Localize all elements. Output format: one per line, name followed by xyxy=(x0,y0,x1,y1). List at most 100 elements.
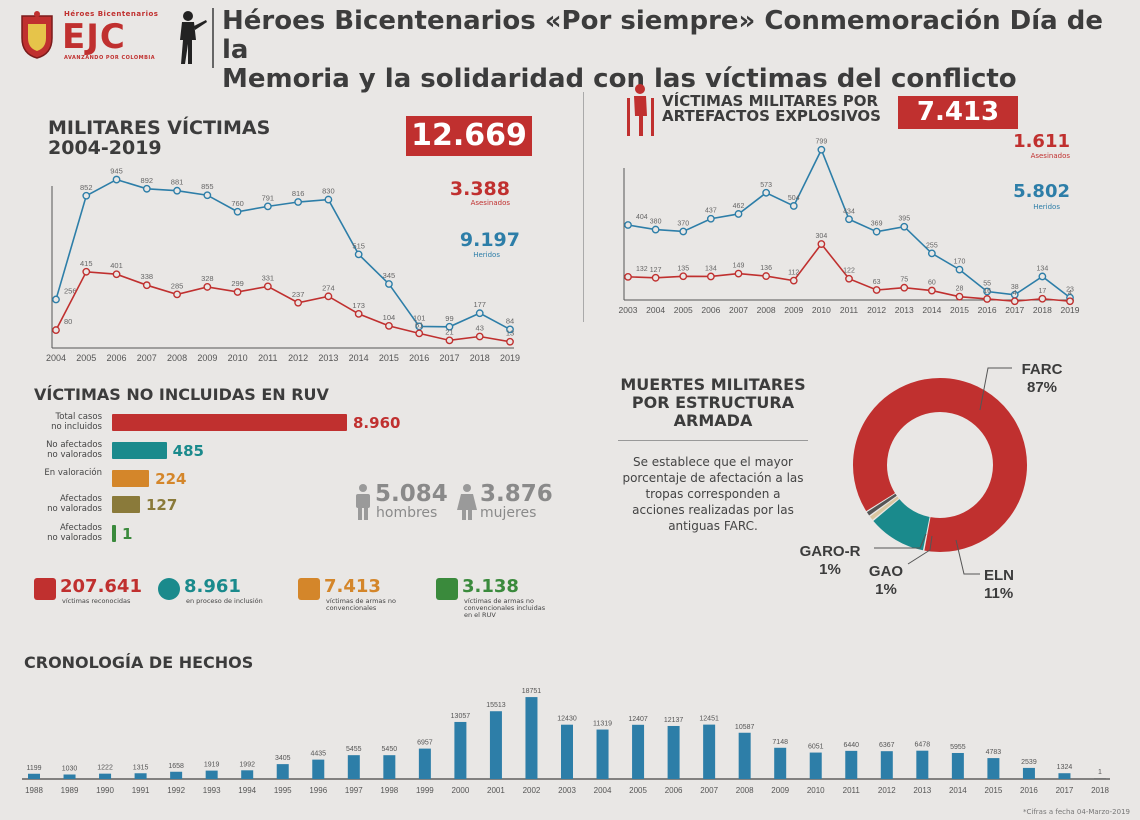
data-point xyxy=(734,210,743,218)
data-label: 369 xyxy=(871,221,883,228)
mujeres-label: mujeres xyxy=(480,505,537,521)
bar-value-label: 6440 xyxy=(843,742,859,749)
header-divider xyxy=(212,8,214,68)
bar-value-label: 1 xyxy=(1098,769,1102,776)
data-point xyxy=(475,332,484,341)
bar xyxy=(845,750,858,779)
soldier-icon xyxy=(180,11,207,64)
militares-title-line1: MILITARES VÍCTIMAS xyxy=(48,117,271,139)
donut-percent-label: 1% xyxy=(819,561,841,578)
page-title: Héroes Bicentenarios «Por siempre» Conme… xyxy=(222,7,1122,94)
x-tick-label: 1994 xyxy=(238,786,256,795)
bar xyxy=(916,750,929,779)
bar-value-label: 15513 xyxy=(486,702,506,709)
data-point xyxy=(817,240,826,248)
data-label: 370 xyxy=(677,220,689,227)
bar-value-label: 1030 xyxy=(62,766,78,773)
x-tick-label: 2008 xyxy=(167,353,187,363)
data-label: 17 xyxy=(1038,288,1046,295)
donut-percent-label: 1% xyxy=(875,581,897,598)
data-point xyxy=(900,222,909,231)
ruv-bar xyxy=(112,414,347,431)
footer-stat-label-line: víctimas de armas no xyxy=(464,597,534,605)
data-label: 830 xyxy=(322,187,335,196)
militares-asesinados-label: Asesinados xyxy=(470,199,510,207)
data-point xyxy=(872,286,881,294)
x-tick-label: 2005 xyxy=(674,305,693,315)
bar-value-label: 12451 xyxy=(699,716,719,723)
x-tick-label: 2003 xyxy=(558,786,576,795)
bar-value-label: 1222 xyxy=(97,765,113,772)
data-label: 122 xyxy=(843,268,855,275)
x-tick-label: 2009 xyxy=(771,786,789,795)
x-tick-label: 2015 xyxy=(950,305,969,315)
data-point xyxy=(112,270,121,279)
cronologia-note: *Cifras a fecha 04-Marzo-2019 xyxy=(1023,808,1130,816)
bar xyxy=(63,774,76,779)
x-tick-label: 2004 xyxy=(46,353,66,363)
ruv-label-line: Afectados xyxy=(60,494,102,504)
data-label: 338 xyxy=(141,272,154,281)
data-label: 60 xyxy=(928,280,936,287)
estructura-description: Se establece que el mayor porcentaje de … xyxy=(606,454,820,534)
x-tick-label: 2017 xyxy=(439,353,459,363)
data-label: 415 xyxy=(80,259,93,268)
explosive-icon xyxy=(298,578,320,600)
data-label: 881 xyxy=(171,178,184,187)
bar xyxy=(205,770,218,779)
bar-value-label: 1324 xyxy=(1057,764,1073,771)
x-tick-label: 1995 xyxy=(274,786,292,795)
militares-total-box: 12.669 xyxy=(406,116,532,156)
x-tick-label: 1991 xyxy=(132,786,150,795)
x-tick-label: 2004 xyxy=(594,786,612,795)
data-point xyxy=(927,286,936,295)
militares-line-chart: 2004 2005 2006 2007 2008 2009 2010 2011 2012 2013… xyxy=(46,167,520,363)
data-point xyxy=(233,207,242,216)
process-icon xyxy=(158,578,180,600)
data-point xyxy=(142,184,151,193)
data-point xyxy=(173,186,181,195)
ruv-label-line: no incluidos xyxy=(51,421,102,432)
data-point xyxy=(324,195,333,204)
footer-stat-label: víctimas de armas no convencionales xyxy=(326,598,446,612)
explosivos-title-line2: ARTEFACTOS EXPLOSIVOS xyxy=(662,107,881,125)
bar-value-label: 6478 xyxy=(915,742,931,749)
donut-category-label: FARC xyxy=(1022,361,1063,378)
logo-text: EJC xyxy=(62,17,126,57)
x-tick-label: 2016 xyxy=(1020,786,1038,795)
x-tick-label: 2006 xyxy=(701,305,720,315)
data-point xyxy=(789,202,798,210)
ruv-bar-value: 127 xyxy=(145,496,178,514)
ruv-row-label: Afectados no valorados xyxy=(12,494,102,514)
bar xyxy=(312,759,325,779)
bar-value-label: 5955 xyxy=(950,744,966,751)
amputee-icon xyxy=(627,84,654,136)
data-label: 84 xyxy=(506,316,514,325)
footer-stat-label-line: víctimas reconocidas xyxy=(62,597,131,605)
data-point xyxy=(1038,272,1047,281)
data-label: 345 xyxy=(383,271,396,280)
data-label: 256 xyxy=(64,286,77,295)
data-label: 38 xyxy=(1011,284,1019,291)
data-label: 173 xyxy=(352,301,365,310)
data-point xyxy=(651,225,660,234)
data-point xyxy=(415,329,424,338)
donut-percent-label: 87% xyxy=(1027,379,1057,396)
bar xyxy=(347,755,360,779)
bar-value-label: 1315 xyxy=(133,764,149,771)
bar-value-label: 5455 xyxy=(346,746,362,753)
data-point xyxy=(385,322,393,330)
leader-line xyxy=(955,539,980,575)
x-tick-label: 2014 xyxy=(922,305,941,315)
x-tick-label: 2012 xyxy=(288,353,308,363)
hombres-num: 5.084 xyxy=(375,481,448,507)
data-label: 892 xyxy=(141,176,154,185)
x-tick-label: 2011 xyxy=(840,305,859,315)
data-label: 799 xyxy=(816,139,828,146)
x-tick-label: 2011 xyxy=(258,353,277,363)
bar xyxy=(667,725,680,779)
x-tick-label: 1997 xyxy=(345,786,363,795)
bar xyxy=(987,758,1000,779)
x-tick-label: 2019 xyxy=(1061,305,1080,315)
explosivos-heridos-label: Heridos xyxy=(1033,203,1060,211)
